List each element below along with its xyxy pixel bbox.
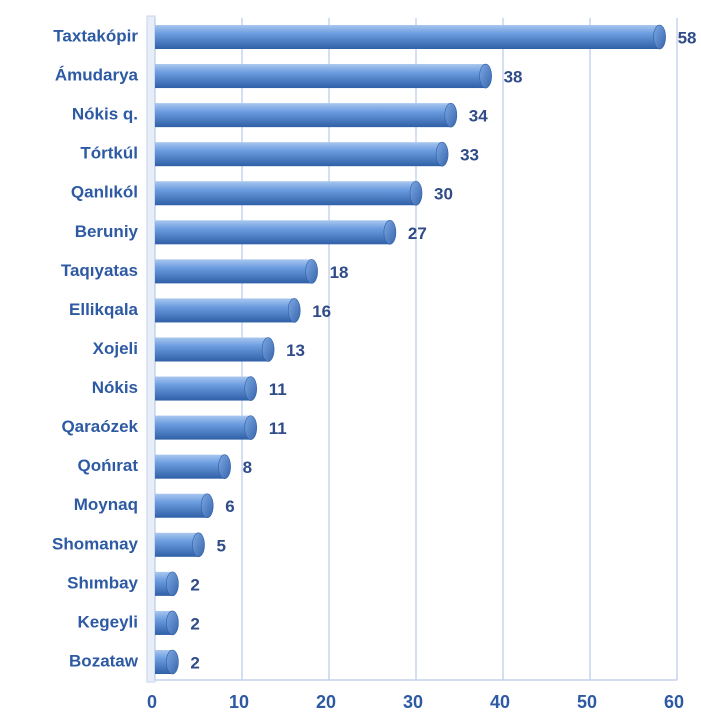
y-tick-label: Bozataw <box>69 651 139 670</box>
value-label: 2 <box>190 653 199 672</box>
y-tick-label: Nókis q. <box>72 105 138 124</box>
y-tick-label: Shomanay <box>52 534 139 553</box>
value-label: 33 <box>460 146 479 165</box>
x-tick-label: 50 <box>577 692 597 712</box>
bar-cap <box>261 337 275 362</box>
bar-cap <box>383 220 397 245</box>
bar <box>155 181 416 206</box>
x-tick-label: 40 <box>490 692 510 712</box>
value-label: 2 <box>190 614 199 633</box>
bar <box>155 220 390 245</box>
value-label: 11 <box>269 419 287 438</box>
value-label: 2 <box>190 575 199 594</box>
y-tick-label: Taxtakópir <box>53 26 138 45</box>
bar <box>155 376 251 401</box>
bar <box>155 337 269 362</box>
bar <box>155 415 251 440</box>
value-label: 8 <box>243 458 252 477</box>
value-label: 34 <box>469 107 488 126</box>
bar <box>155 493 208 518</box>
value-label: 5 <box>217 536 226 555</box>
x-tick-label: 0 <box>147 692 157 712</box>
x-tick-label: 60 <box>664 692 684 712</box>
bar <box>155 298 295 323</box>
bar-cap <box>244 376 257 401</box>
bar <box>155 259 312 284</box>
value-label: 38 <box>504 68 523 87</box>
y-tick-label: Beruniy <box>75 222 139 241</box>
bar <box>155 454 225 479</box>
bar-cap <box>166 649 179 675</box>
value-label: 30 <box>434 185 453 204</box>
y-tick-label: Moynaq <box>74 495 138 514</box>
y-tick-label: Ámudarya <box>55 66 139 85</box>
x-tick-label: 20 <box>316 692 336 712</box>
y-tick-label: Qanlıkól <box>71 183 138 202</box>
bar <box>155 25 660 49</box>
value-label: 58 <box>678 28 697 47</box>
y-tick-label: Tórtkúl <box>80 144 138 163</box>
bar-cap <box>218 454 231 479</box>
bar-cap <box>444 102 458 128</box>
bar <box>155 64 486 89</box>
y-tick-label: Xojeli <box>93 339 138 358</box>
bar-cap <box>409 180 423 206</box>
value-label: 16 <box>312 302 331 321</box>
value-label: 6 <box>225 497 234 516</box>
axis-wall <box>146 15 156 683</box>
x-tick-label: 10 <box>229 692 249 712</box>
value-label: 18 <box>330 263 349 282</box>
y-tick-label: Ellikqala <box>69 300 139 319</box>
y-tick-label: Shımbay <box>67 573 138 592</box>
y-tick-label: Nókis <box>92 378 138 397</box>
bar-cap <box>653 24 666 50</box>
value-label: 11 <box>269 380 287 399</box>
value-label: 13 <box>286 341 305 360</box>
bar <box>155 142 443 167</box>
y-tick-label: Qaraózek <box>61 417 138 436</box>
bar-cap <box>435 141 449 167</box>
bar-cap <box>479 63 492 89</box>
y-tick-label: Kegeyli <box>78 612 138 631</box>
bar-cap <box>305 259 318 284</box>
bar-cap <box>287 298 301 323</box>
bar <box>155 532 199 557</box>
bar-cap <box>244 415 257 440</box>
bar-cap <box>192 532 205 558</box>
y-tick-label: Qońırat <box>78 456 139 475</box>
y-tick-label: Taqıyatas <box>61 261 138 280</box>
value-label: 27 <box>408 224 427 243</box>
bar-cap <box>166 610 179 636</box>
bar-cap <box>200 493 214 519</box>
bar <box>155 103 451 128</box>
bar-cap <box>166 571 179 597</box>
x-tick-label: 30 <box>403 692 423 712</box>
